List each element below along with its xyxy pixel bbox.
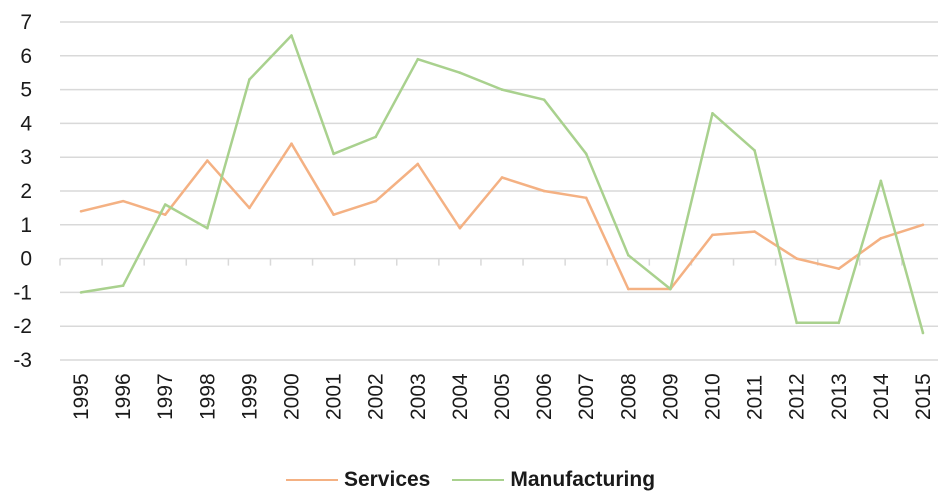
y-tick-label: 7: [20, 11, 32, 34]
legend-item-services: Services: [285, 468, 431, 492]
data-point-services: [584, 196, 588, 200]
legend-label-manufacturing: Manufacturing: [510, 468, 656, 491]
data-point-services: [163, 213, 167, 216]
gridlines: [60, 21, 938, 361]
series-line-manufacturing: [80, 34, 925, 334]
data-point-manufacturing: [500, 88, 504, 91]
x-tick-label: 2000: [281, 373, 304, 420]
y-tick-label: -2: [13, 315, 32, 338]
data-point-manufacturing: [374, 135, 378, 139]
x-tick-label: 2006: [533, 373, 556, 420]
y-tick-label: 6: [20, 45, 32, 68]
data-point-services: [290, 142, 293, 145]
y-tick-label: 0: [20, 248, 32, 271]
data-point-manufacturing: [121, 284, 125, 287]
data-point-services: [79, 209, 83, 213]
data-point-manufacturing: [290, 34, 293, 37]
legend-item-manufacturing: Manufacturing: [452, 468, 655, 492]
data-point-services: [416, 162, 420, 166]
data-point-manufacturing: [332, 152, 335, 156]
x-tick-label: 1999: [238, 373, 261, 420]
x-axis-labels: 1995 1996 1997 1998 1999 2000 2001 2002 2003 2004…: [70, 373, 935, 420]
y-tick-label: -1: [13, 281, 32, 304]
data-point-manufacturing: [416, 57, 420, 61]
data-point-services: [121, 199, 125, 203]
x-tick-label: 2008: [617, 373, 640, 420]
x-tick-label: 2014: [870, 373, 893, 420]
data-point-services: [542, 189, 546, 193]
data-point-services: [374, 199, 378, 203]
y-tick-label: 1: [20, 214, 32, 237]
x-tick-label: 2001: [323, 373, 346, 420]
x-tick-label: 2012: [786, 373, 809, 420]
data-point-manufacturing: [584, 152, 588, 156]
data-point-manufacturing: [879, 179, 883, 183]
data-point-services: [500, 176, 504, 179]
data-point-manufacturing: [753, 149, 756, 152]
data-point-manufacturing: [458, 71, 462, 74]
data-point-manufacturing: [711, 111, 714, 115]
data-point-manufacturing: [206, 226, 209, 230]
y-tick-label: 3: [20, 146, 32, 169]
y-tick-label: 5: [20, 79, 32, 102]
x-tick-label: 2015: [912, 373, 935, 420]
data-point-manufacturing: [669, 287, 672, 291]
x-axis: [59, 257, 938, 266]
data-point-services: [921, 223, 925, 227]
series-lines: [79, 34, 925, 335]
y-tick-label: 4: [20, 112, 32, 135]
x-tick-label: 2004: [449, 373, 472, 420]
data-point-manufacturing: [921, 331, 925, 335]
series-line-services: [80, 142, 924, 291]
data-point-services: [248, 206, 251, 210]
x-tick-label: 2002: [365, 373, 388, 420]
data-point-manufacturing: [837, 321, 841, 325]
x-tick-label: 2009: [659, 373, 682, 420]
y-tick-label: 2: [20, 180, 32, 203]
x-tick-label: 1998: [196, 373, 219, 420]
data-point-manufacturing: [626, 253, 630, 257]
x-tick-label: 2005: [491, 373, 514, 420]
x-tick-label: 2010: [701, 373, 724, 420]
legend-label-services: Services: [343, 468, 431, 491]
x-tick-label: 2013: [828, 373, 851, 420]
data-point-services: [837, 267, 841, 271]
y-tick-label: -3: [13, 349, 32, 372]
y-axis-labels: 7 6 5 4 3 2 1 0 -1 -2 -3: [13, 11, 32, 372]
data-point-services: [879, 237, 883, 240]
x-tick-label: 2003: [407, 373, 430, 420]
data-point-manufacturing: [163, 203, 167, 206]
x-tick-label: 2007: [575, 373, 598, 420]
data-point-services: [626, 287, 630, 291]
data-point-services: [795, 257, 798, 260]
legend-swatch-services: [285, 479, 338, 481]
legend: Services Manufacturing: [0, 462, 941, 498]
data-point-services: [711, 233, 714, 237]
x-tick-label: 2011: [744, 375, 767, 420]
data-point-services: [206, 159, 209, 162]
x-tick-label: 1996: [112, 373, 135, 420]
data-point-manufacturing: [248, 78, 251, 81]
x-tick-label: 1997: [154, 373, 177, 420]
data-point-services: [332, 213, 335, 216]
legend-swatch-manufacturing: [452, 479, 505, 481]
data-point-services: [458, 226, 462, 230]
data-point-manufacturing: [542, 98, 546, 102]
x-tick-label: 1995: [70, 373, 93, 420]
data-point-services: [753, 230, 756, 233]
data-point-manufacturing: [795, 321, 798, 325]
data-point-manufacturing: [79, 291, 83, 294]
